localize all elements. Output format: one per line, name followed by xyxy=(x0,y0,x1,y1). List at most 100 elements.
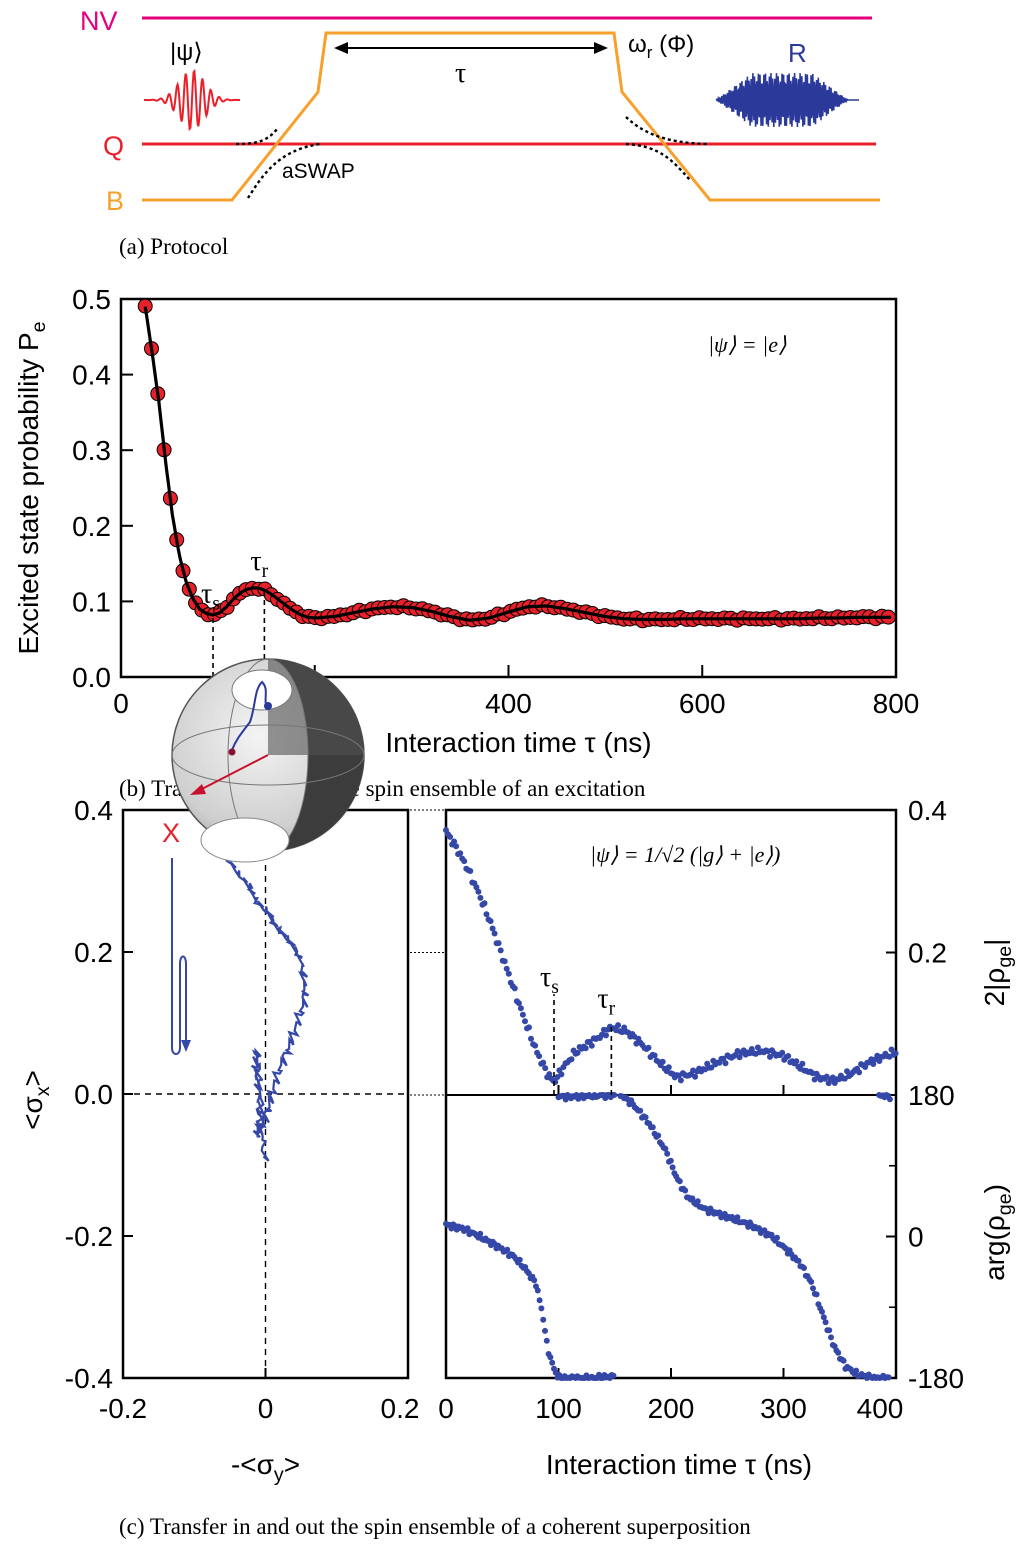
data-point xyxy=(808,1278,815,1285)
y-tick-label: -180 xyxy=(908,1363,964,1394)
data-point xyxy=(722,1060,729,1067)
data-point xyxy=(667,1157,674,1164)
direction-arrow-head xyxy=(181,1040,191,1052)
x-tick-label: 400 xyxy=(485,688,532,719)
data-point xyxy=(534,1287,541,1294)
data-point xyxy=(813,1291,820,1298)
data-point xyxy=(467,868,474,874)
data-point xyxy=(540,1059,547,1066)
data-point xyxy=(549,1359,556,1366)
data-point xyxy=(464,1225,471,1232)
x-axis-label: Interaction time τ (ns) xyxy=(385,727,651,758)
y-tick-label: 0.0 xyxy=(72,662,111,693)
data-point xyxy=(582,1045,589,1052)
direction-guide-icon xyxy=(171,858,187,1055)
aswap-crossing-left xyxy=(235,127,321,199)
y-tick-label: 0.5 xyxy=(72,284,111,315)
data-point xyxy=(536,1053,543,1060)
data-point xyxy=(491,930,498,937)
marker-label: τr xyxy=(597,983,615,1019)
y-tick-label: 0.4 xyxy=(74,795,113,826)
data-point xyxy=(511,985,518,992)
y-tick-label: 0.4 xyxy=(908,795,947,826)
data-point xyxy=(542,1065,549,1072)
y-tick-label: 180 xyxy=(908,1080,955,1111)
data-point xyxy=(457,850,464,857)
y-tick-label: -0.4 xyxy=(65,1363,113,1394)
data-point xyxy=(516,1256,523,1263)
data-point xyxy=(840,1357,847,1364)
data-point xyxy=(477,1230,484,1237)
data-point xyxy=(487,918,494,925)
aswap-label: aSWAP xyxy=(282,160,355,183)
psi-label: |ψ⟩ xyxy=(170,39,203,66)
sphere-x-label: X xyxy=(162,818,180,848)
data-point xyxy=(886,1096,893,1103)
data-point xyxy=(651,1052,658,1059)
bus-label: B xyxy=(106,186,124,216)
data-point xyxy=(611,1092,618,1098)
panel-a-protocol: NV Q B τ |ψ⟩ ωr (Φ) R aSWAP xyxy=(80,6,880,216)
aswap-crossing-right xyxy=(625,116,709,181)
data-point xyxy=(522,1018,528,1025)
y-tick-label: 0.2 xyxy=(72,511,111,542)
x-tick-label: 300 xyxy=(760,1393,807,1424)
bus-pulse xyxy=(142,31,880,202)
tau-arrow-right-head xyxy=(594,42,608,54)
data-point xyxy=(795,1257,802,1264)
data-point xyxy=(558,1071,565,1078)
data-point xyxy=(515,1000,522,1007)
data-point xyxy=(543,1337,550,1344)
x-tick-label: -0.2 xyxy=(99,1393,147,1424)
qubit-label: Q xyxy=(103,131,124,161)
data-point xyxy=(532,1042,539,1049)
data-point xyxy=(447,833,454,840)
data-point xyxy=(603,1032,609,1039)
data-point xyxy=(519,1011,526,1018)
data-point xyxy=(682,1187,689,1194)
marker-label: τs xyxy=(540,962,559,998)
data-point xyxy=(489,925,496,932)
data-point xyxy=(826,1327,833,1334)
data-point xyxy=(662,1145,669,1152)
x-tick-label: 0 xyxy=(113,688,129,719)
data-point xyxy=(665,1064,672,1071)
data-point xyxy=(689,1195,696,1202)
data-point xyxy=(754,1044,761,1051)
data-point xyxy=(542,1327,548,1334)
data-point xyxy=(692,1073,699,1080)
data-point xyxy=(473,884,480,891)
y-tick-label: -0.2 xyxy=(65,1221,113,1252)
state-annotation: |ψ⟩ = |e⟩ xyxy=(708,332,787,357)
data-point xyxy=(531,1277,538,1284)
data-point xyxy=(528,1035,534,1042)
psi-wavepacket-icon xyxy=(144,68,240,132)
data-point xyxy=(853,1367,860,1374)
bloch-sphere-icon: X xyxy=(162,658,365,863)
data-point xyxy=(546,1071,553,1078)
data-point xyxy=(736,1054,743,1061)
data-point xyxy=(822,1319,829,1326)
y-tick-label: 0 xyxy=(908,1222,924,1253)
state-annotation: |ψ⟩ = 1/√2 (|g⟩ + |e⟩) xyxy=(590,842,780,867)
data-point xyxy=(669,1164,676,1171)
data-point xyxy=(497,947,504,954)
y-tick-label: 0.0 xyxy=(74,1079,113,1110)
data-point xyxy=(526,1024,532,1031)
panel-c-right-chart: 0 100 200 300 400 0.2 0.4 180 0 -180 Interaction t… xyxy=(410,795,1016,1480)
data-point xyxy=(540,1316,547,1323)
data-point xyxy=(799,1060,806,1067)
x-tick-label: 600 xyxy=(679,688,726,719)
data-point xyxy=(588,1042,595,1049)
data-point xyxy=(734,1214,741,1221)
x-tick-label: 800 xyxy=(873,688,920,719)
data-point xyxy=(574,1049,581,1056)
data-point xyxy=(451,838,458,845)
data-point xyxy=(694,1198,701,1205)
data-point xyxy=(767,1053,773,1060)
data-point xyxy=(856,1069,863,1076)
data-point xyxy=(785,1053,792,1059)
x-tick-label: 200 xyxy=(648,1393,695,1424)
data-point xyxy=(810,1285,816,1292)
